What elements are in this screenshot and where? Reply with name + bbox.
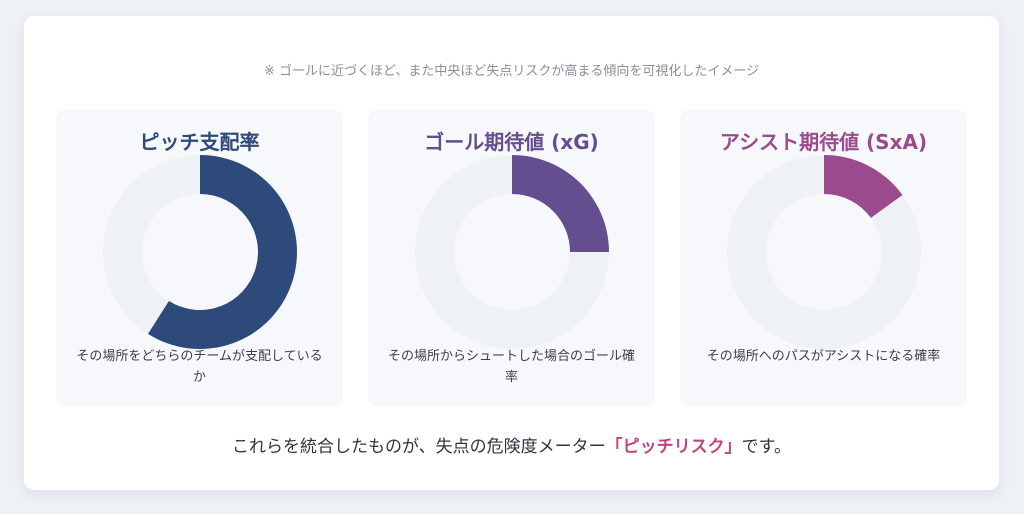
summary-text: これらを統合したものが、失点の危険度メーター「ピッチリスク」です。 xyxy=(24,432,999,457)
note-text: ※ ゴールに近づくほど、また中央ほど失点リスクが高まる傾向を可視化したイメージ xyxy=(263,64,760,79)
panel-pitch-control: ピッチ支配率 その場所をどちらのチームが支配しているか xyxy=(56,110,343,406)
panel-sxa: アシスト期待値 (SxA) その場所へのパスがアシストになる確率 xyxy=(680,110,967,406)
donut-chart-pitch-control xyxy=(103,155,297,349)
donut-chart-xg xyxy=(415,155,609,349)
summary-prefix: これらを統合したものが、失点の危険度メーター xyxy=(232,437,606,457)
panel-caption: その場所からシュートした場合のゴール確率 xyxy=(387,349,635,385)
panel-xg: ゴール期待値 (xG) その場所からシュートした場合のゴール確率 xyxy=(368,110,655,406)
donut-slice xyxy=(512,155,609,252)
summary-suffix: です。 xyxy=(741,437,791,457)
panel-title: ピッチ支配率 xyxy=(139,130,260,154)
panel-caption: その場所をどちらのチームが支配しているか xyxy=(76,349,323,385)
donut-slice xyxy=(148,155,297,349)
donut-slice xyxy=(824,155,903,218)
main-card: ※ ゴールに近づくほど、また中央ほど失点リスクが高まる傾向を可視化したイメージ … xyxy=(24,16,999,490)
panel-title: ゴール期待値 (xG) xyxy=(424,130,599,154)
pitch-risk-highlight: 「ピッチリスク」 xyxy=(605,437,742,457)
panel-title: アシスト期待値 (SxA) xyxy=(719,130,928,154)
donut-chart-sxa xyxy=(727,155,921,349)
panel-caption: その場所へのパスがアシストになる確率 xyxy=(706,349,941,364)
